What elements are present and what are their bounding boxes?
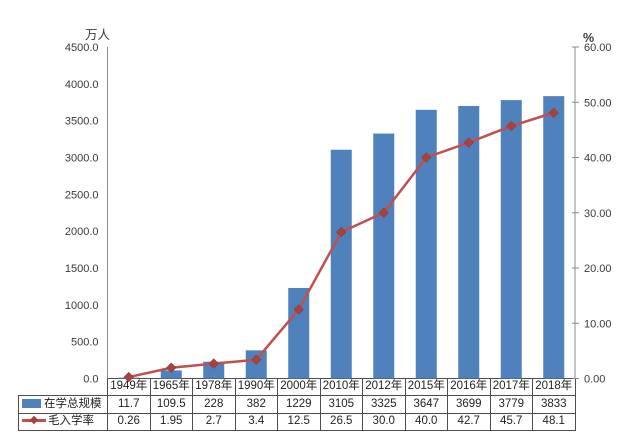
legend-cell: 毛入学率 <box>18 412 108 432</box>
value-cell: 48.1 <box>532 412 576 432</box>
line-marker-2016年 <box>463 137 474 148</box>
value-cell: 3325 <box>362 395 406 414</box>
year-cell: 2000年 <box>277 377 321 397</box>
value-cell: 3.4 <box>234 412 278 432</box>
value-cell: 3779 <box>489 395 533 414</box>
value-cell: 1229 <box>277 395 321 414</box>
rate-line <box>128 111 555 379</box>
right-axis-tick-label: 40.00 <box>584 153 612 165</box>
year-cell: 2010年 <box>319 377 363 397</box>
bar-2016年 <box>458 106 480 379</box>
value-cell: 0.26 <box>107 412 151 432</box>
value-cell: 30.0 <box>362 412 406 432</box>
value-cell: 3105 <box>319 395 363 414</box>
line-marker-2012年 <box>378 207 389 218</box>
left-axis-tick-label: 4500.0 <box>65 42 99 54</box>
series-row: 毛入学率 0.26 1.95 2.7 3.4 12.5 26.5 30.0 40.0 42.7 45… <box>18 412 576 432</box>
year-cell: 1965年 <box>149 377 193 397</box>
value-cell: 40.0 <box>404 412 448 432</box>
value-cell: 382 <box>234 395 278 414</box>
value-cell: 26.5 <box>319 412 363 432</box>
right-axis-tick-label: 20.00 <box>584 263 612 275</box>
left-axis-tick-label: 1000.0 <box>65 300 99 312</box>
bar-1990年 <box>245 350 267 379</box>
left-axis-tick-label: 500.0 <box>71 337 99 349</box>
year-cell: 2018年 <box>532 377 576 397</box>
value-cell: 3699 <box>447 395 491 414</box>
bar-2017年 <box>500 100 522 379</box>
line-marker-2018年 <box>548 107 559 118</box>
legend-label: 毛入学率 <box>48 415 94 428</box>
line-marker-1965年 <box>166 362 177 373</box>
right-axis-tick-label: 10.00 <box>584 318 612 330</box>
line-marker-2010年 <box>336 226 347 238</box>
value-cell: 3647 <box>404 395 448 414</box>
right-axis-unit-label: % <box>583 31 594 45</box>
right-axis-tick-label: 60.00 <box>584 42 612 54</box>
bar-2018年 <box>543 96 565 379</box>
line-marker-2017年 <box>506 120 517 132</box>
value-cell: 45.7 <box>489 412 533 432</box>
diamond-marker-icon <box>29 415 39 425</box>
line-legend-icon <box>22 415 46 425</box>
right-axis-tick-label: 0.00 <box>584 374 605 386</box>
bar-legend-icon <box>22 398 41 408</box>
value-cell: 11.7 <box>107 395 151 414</box>
value-cell: 3833 <box>532 395 576 414</box>
year-header-row: 1949年 1965年 1978年 1990年 2000年 2010年 2012年 2015年… <box>19 377 576 397</box>
bar-1978年 <box>203 361 225 379</box>
year-cell: 2012年 <box>362 377 406 397</box>
year-cell: 2015年 <box>404 377 448 397</box>
line-marker-1978年 <box>208 358 219 369</box>
table-corner-blank <box>19 379 108 396</box>
right-axis-tick-label: 50.00 <box>584 97 612 109</box>
year-cell: 1978年 <box>192 377 236 397</box>
legend-label: 在学总规模 <box>44 397 102 410</box>
chart-data-table: 1949年 1965年 1978年 1990年 2000年 2010年 2012年 2015年… <box>18 377 576 432</box>
line-marker-2015年 <box>421 152 432 163</box>
value-cell: 12.5 <box>277 412 321 432</box>
legend-cell: 在学总规模 <box>18 395 108 414</box>
value-cell: 42.7 <box>447 412 491 432</box>
left-axis-tick-label: 2000.0 <box>65 226 99 238</box>
year-cell: 2017年 <box>489 377 533 397</box>
bar-2015年 <box>415 109 437 379</box>
value-cell: 1.95 <box>149 412 193 432</box>
left-axis-tick-label: 2500.0 <box>65 189 99 201</box>
year-cell: 1949年 <box>107 377 151 397</box>
year-cell: 1990年 <box>234 377 278 397</box>
right-axis-tick-label: 30.00 <box>584 208 612 220</box>
value-cell: 228 <box>192 395 236 414</box>
line-marker-2000年 <box>293 304 304 315</box>
value-cell: 2.7 <box>192 412 236 432</box>
bar-2010年 <box>330 149 352 379</box>
left-axis-unit-label: 万人 <box>85 28 111 42</box>
left-axis-tick-label: 3500.0 <box>65 116 99 128</box>
left-axis-tick-label: 3000.0 <box>65 153 99 165</box>
series-row: 在学总规模 11.7 109.5 228 382 1229 3105 3325 3647 3699… <box>18 395 576 414</box>
left-axis-tick-label: 1500.0 <box>65 263 99 275</box>
bar-2000年 <box>288 287 310 379</box>
value-cell: 109.5 <box>149 395 193 414</box>
left-axis-tick-label: 4000.0 <box>65 79 99 91</box>
line-marker-1990年 <box>251 354 262 365</box>
bar-2012年 <box>373 133 395 379</box>
year-cell: 2016年 <box>447 377 491 397</box>
